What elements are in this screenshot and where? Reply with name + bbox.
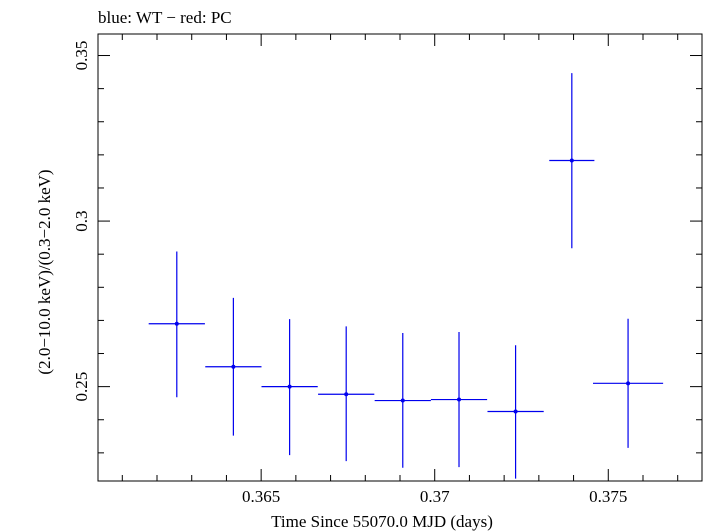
point-marker xyxy=(231,364,236,369)
x-tick-label: 0.37 xyxy=(420,487,450,506)
data-point xyxy=(205,297,262,436)
point-marker xyxy=(344,392,349,397)
point-marker xyxy=(287,384,292,389)
data-point xyxy=(549,73,595,249)
point-marker xyxy=(569,158,574,163)
data-point xyxy=(261,319,318,456)
x-tick-labels: 0.365 0.37 0.375 xyxy=(242,487,627,506)
data-point xyxy=(593,318,664,448)
y-tick-label: 0.3 xyxy=(72,210,91,231)
y-tick-label: 0.35 xyxy=(72,41,91,71)
point-marker xyxy=(626,381,631,386)
data-point xyxy=(148,251,205,398)
point-marker xyxy=(457,397,462,402)
x-tick-label: 0.375 xyxy=(589,487,627,506)
data-point xyxy=(318,326,375,462)
point-marker xyxy=(400,398,405,403)
data-point xyxy=(374,332,431,468)
y-tick-label: 0.25 xyxy=(72,372,91,402)
axis-ticks xyxy=(98,34,702,481)
series-wt xyxy=(148,73,664,479)
data-series xyxy=(148,73,664,479)
data-point xyxy=(487,345,544,479)
data-point xyxy=(430,332,488,468)
x-tick-label: 0.365 xyxy=(242,487,280,506)
y-tick-labels: 0.25 0.3 0.35 xyxy=(72,41,91,402)
y-axis-label: (2.0−10.0 keV)/(0.3−2.0 keV) xyxy=(35,169,54,374)
chart-title: blue: WT − red: PC xyxy=(98,8,232,27)
point-marker xyxy=(513,409,518,414)
x-axis-label: Time Since 55070.0 MJD (days) xyxy=(271,512,493,531)
point-marker xyxy=(174,321,179,326)
plot-frame xyxy=(97,33,703,482)
